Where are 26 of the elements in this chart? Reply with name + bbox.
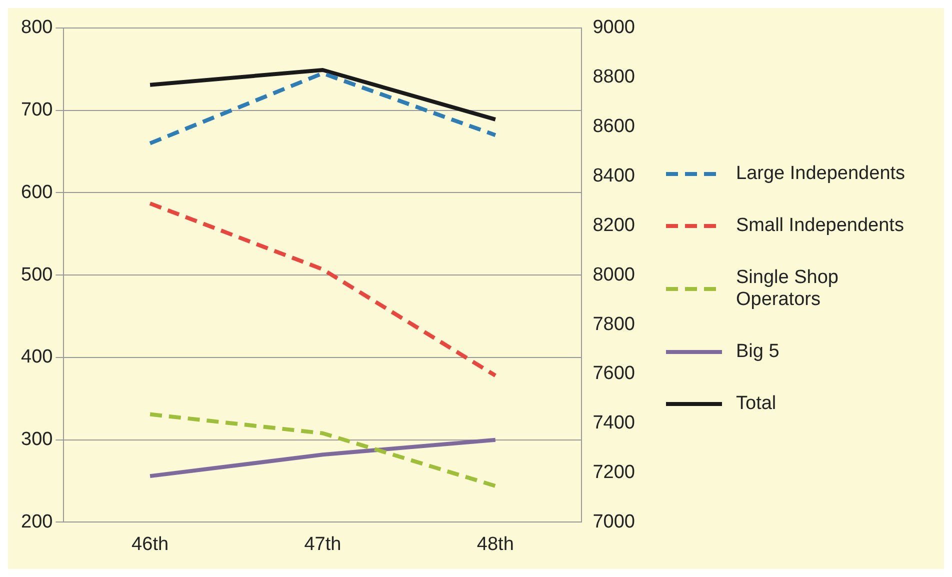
y2-tick-label: 9000 (592, 17, 636, 38)
y2-tick-label: 7800 (592, 314, 636, 335)
y2-tick-label: 8600 (592, 116, 636, 138)
y-tick-label: 400 (21, 346, 53, 368)
x-tick-label: 47th (304, 534, 342, 555)
legend-label: Large Independents (736, 162, 906, 184)
y-tick-label: 300 (21, 429, 53, 450)
y-tick-label: 200 (21, 511, 53, 532)
legend-label: Single Shop Operators (736, 266, 840, 310)
y2-tick-label: 7200 (592, 462, 636, 484)
y2-tick-label: 8800 (592, 66, 636, 88)
y2-tick-label: 8200 (592, 214, 636, 236)
legend-label: Big 5 (736, 340, 780, 362)
legend-label: Small Independents (736, 214, 904, 236)
y2-tick-label: 7400 (592, 412, 636, 434)
y-tick-label: 600 (21, 182, 53, 203)
y2-tick-label: 7000 (592, 511, 636, 532)
y2-tick-label: 8000 (592, 264, 636, 286)
x-tick-label: 48th (476, 534, 514, 555)
y-tick-label: 500 (21, 264, 53, 286)
y2-tick-label: 8400 (592, 165, 636, 186)
y-tick-label: 700 (21, 100, 53, 121)
legend-label: Total (736, 392, 776, 414)
y-tick-label: 800 (21, 17, 53, 38)
x-tick-label: 46th (132, 534, 169, 555)
y2-tick-label: 7600 (592, 363, 636, 384)
